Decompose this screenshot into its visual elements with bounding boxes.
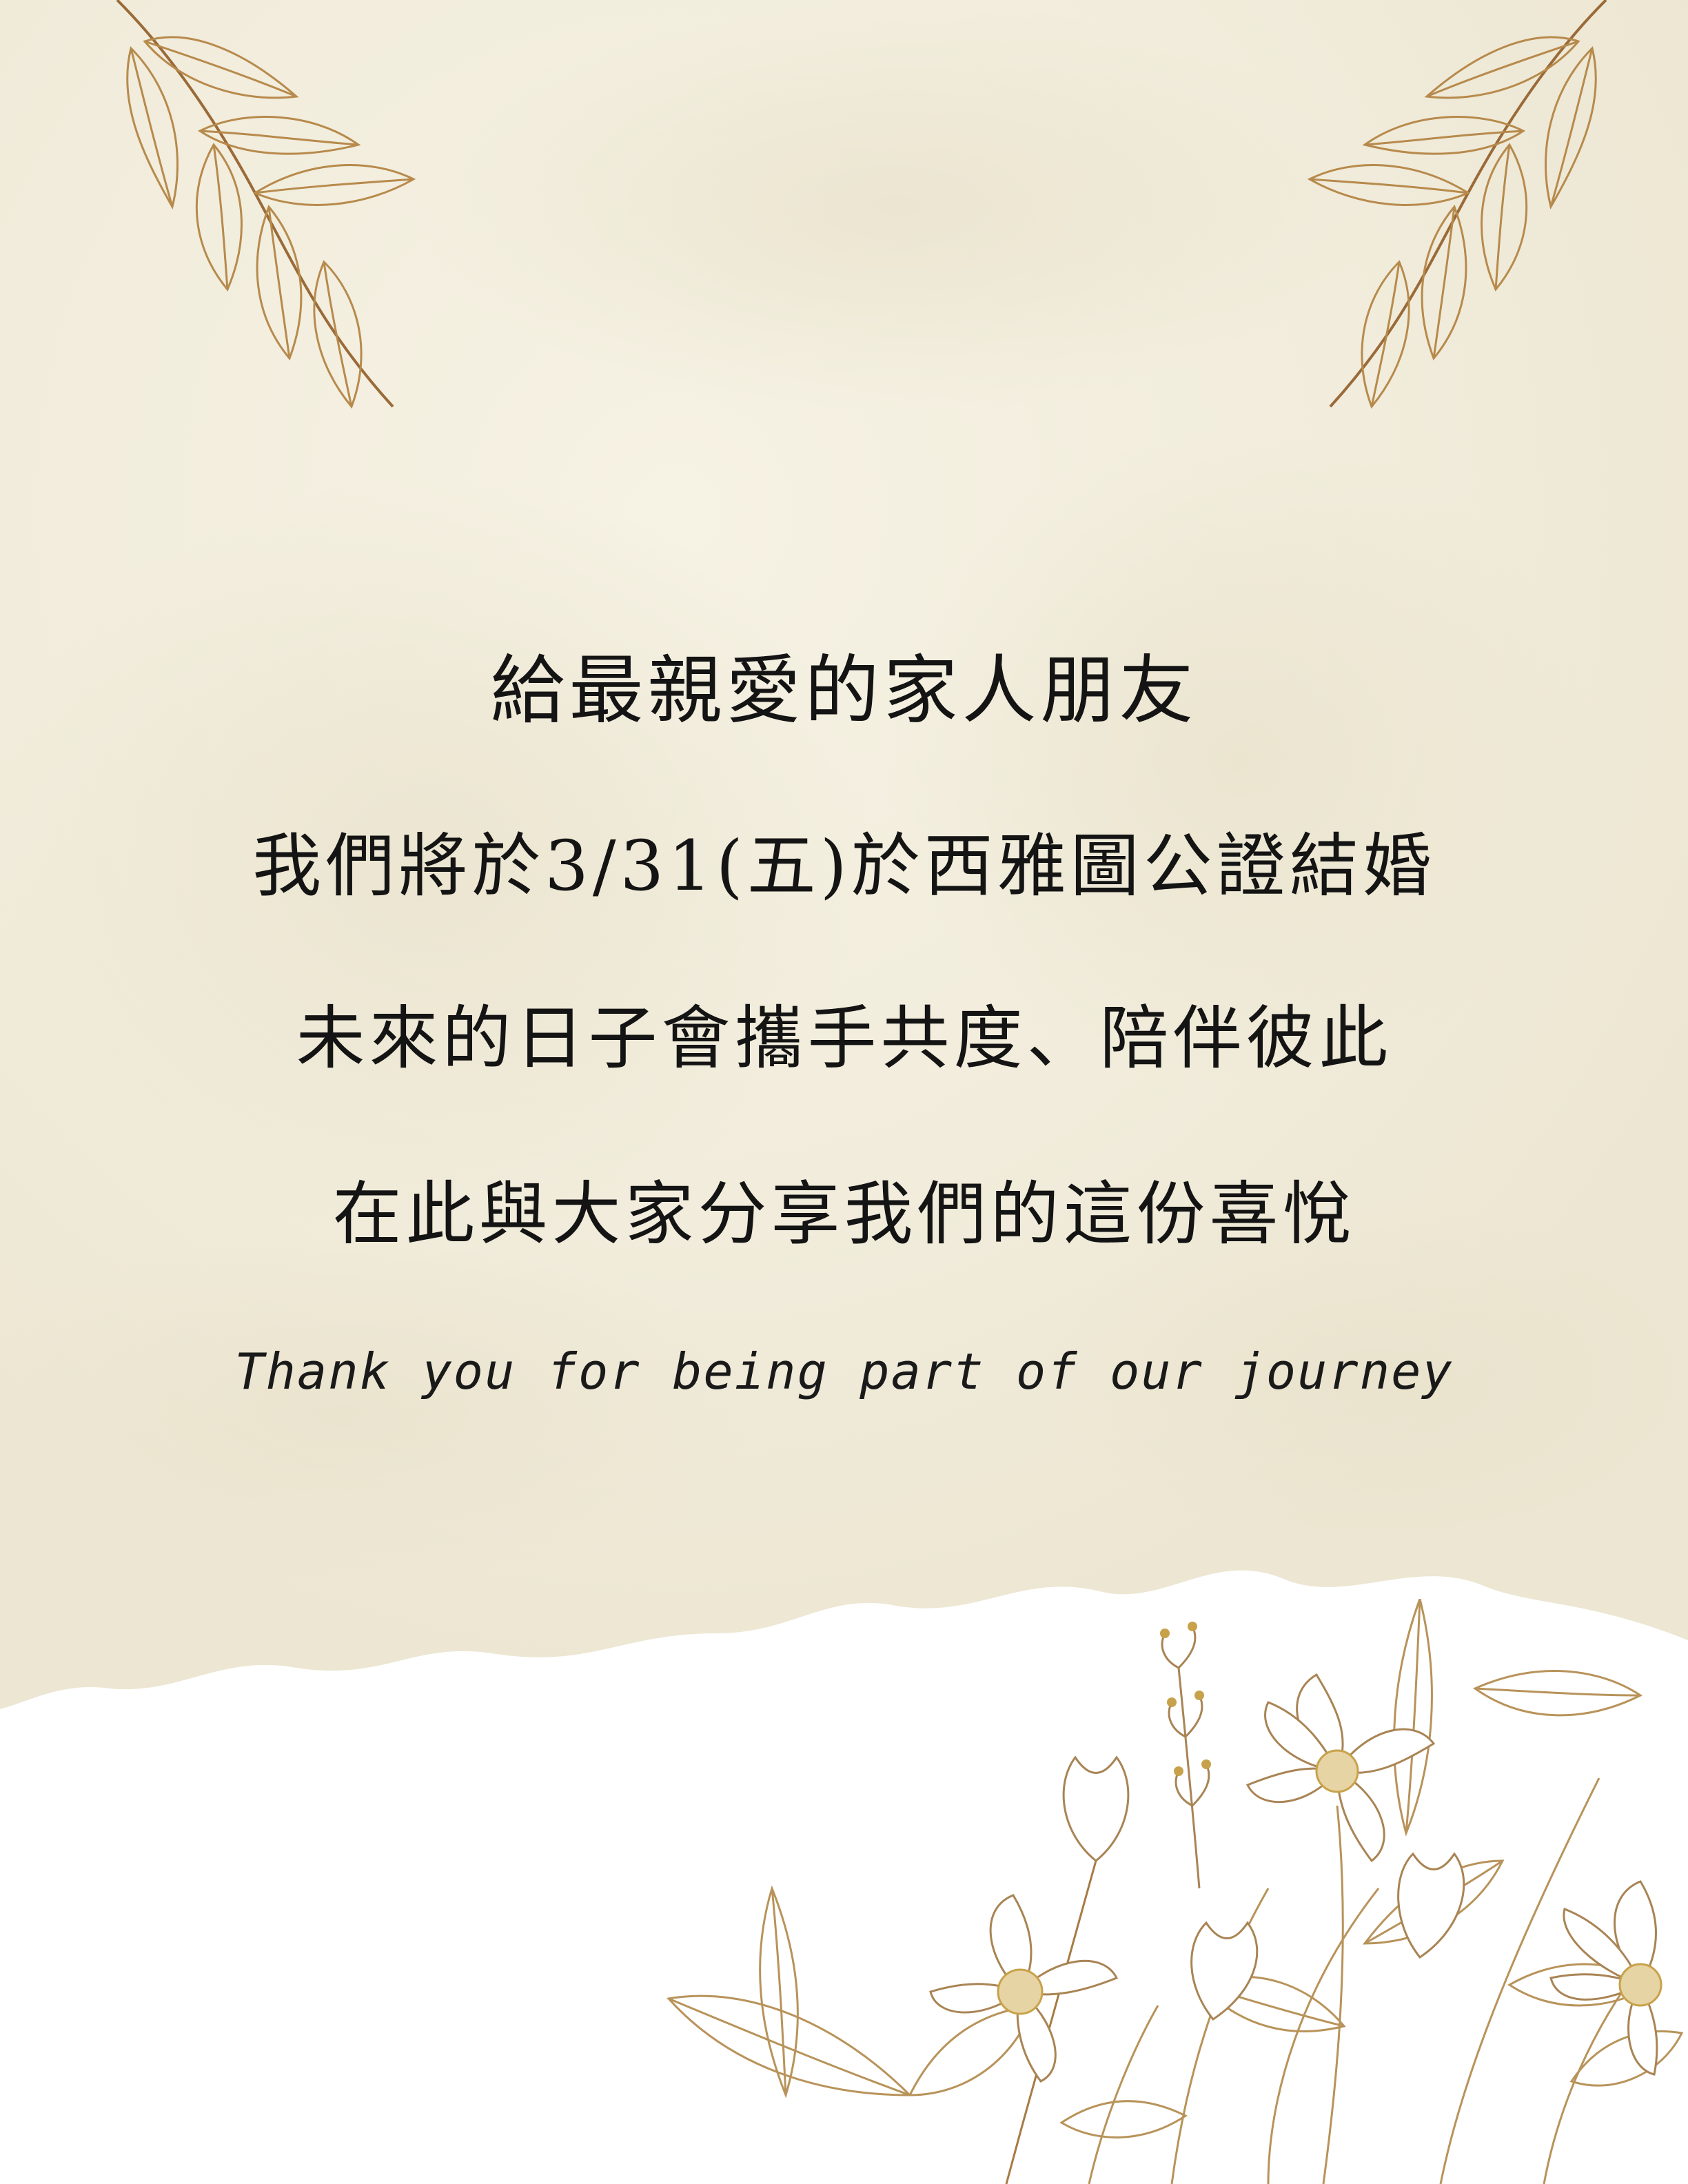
announcement-text: 我們將於3/31(五)於西雅圖公證結婚 — [252, 826, 1436, 906]
promise-text: 未來的日子會攜手共度、陪伴彼此 — [296, 998, 1392, 1079]
thanks-text: Thank you for being part of our journey — [234, 1343, 1454, 1400]
gold-leaf-branch-icon — [1307, 0, 1607, 409]
greeting-text: 給最親愛的家人朋友 — [490, 648, 1198, 734]
sharing-text: 在此與大家分享我們的這份喜悅 — [332, 1174, 1356, 1254]
gold-leaf-branch-icon — [116, 0, 416, 409]
gold-line-flower-bouquet-icon — [667, 1599, 1684, 2184]
